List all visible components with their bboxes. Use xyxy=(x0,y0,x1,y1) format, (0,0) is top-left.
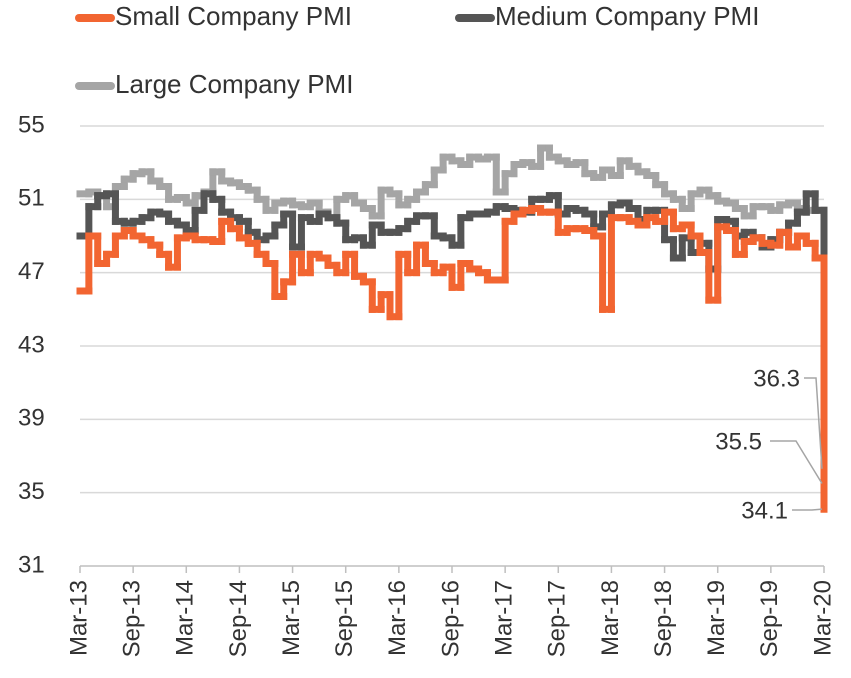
y-tick-label: 31 xyxy=(18,551,45,578)
data-label: 36.3 xyxy=(753,365,800,392)
y-tick-label: 51 xyxy=(18,185,45,212)
series-line xyxy=(76,205,828,513)
y-tick-label: 55 xyxy=(18,111,45,138)
series-line xyxy=(76,144,828,473)
x-tick-label: Mar-19 xyxy=(703,580,730,656)
leader-line xyxy=(792,508,823,511)
y-tick-label: 35 xyxy=(18,478,45,505)
x-tick-label: Mar-17 xyxy=(490,580,517,656)
legend-label: Large Company PMI xyxy=(115,69,353,99)
x-tick-label: Sep-18 xyxy=(650,580,677,657)
y-tick-label: 39 xyxy=(18,405,45,432)
x-tick-label: Mar-20 xyxy=(809,580,836,656)
x-tick-label: Sep-16 xyxy=(437,580,464,657)
x-tick-label: Sep-15 xyxy=(331,580,358,657)
data-label: 35.5 xyxy=(715,428,762,455)
x-tick-label: Sep-19 xyxy=(756,580,783,657)
x-tick-label: Mar-15 xyxy=(278,580,305,656)
x-tick-label: Sep-17 xyxy=(544,580,571,657)
x-tick-label: Mar-16 xyxy=(384,580,411,656)
x-tick-label: Sep-14 xyxy=(225,580,252,657)
legend-label: Small Company PMI xyxy=(115,1,352,31)
x-tick-label: Mar-18 xyxy=(597,580,624,656)
data-label: 34.1 xyxy=(741,497,788,524)
leader-line xyxy=(804,377,823,469)
x-tick-label: Sep-13 xyxy=(118,580,145,657)
y-tick-label: 43 xyxy=(18,331,45,358)
legend-label: Medium Company PMI xyxy=(495,1,759,31)
leader-line xyxy=(770,440,823,484)
x-tick-label: Mar-13 xyxy=(65,580,92,656)
x-tick-label: Mar-14 xyxy=(172,580,199,656)
y-tick-label: 47 xyxy=(18,258,45,285)
